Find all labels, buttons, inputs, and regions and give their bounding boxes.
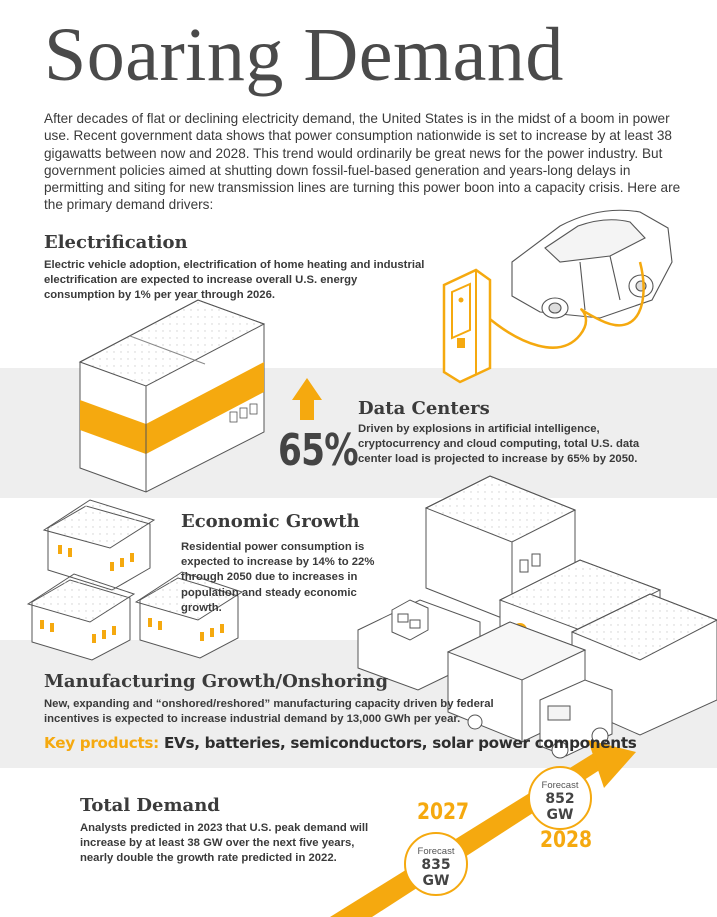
electric-car-icon <box>511 209 673 319</box>
data-center-building-icon <box>78 299 266 493</box>
forecast-2027-badge: Forecast 835 GW <box>404 832 468 896</box>
truck-icon <box>446 621 613 759</box>
economic-growth-text: Residential power consumption is expecte… <box>181 541 375 614</box>
key-products-label: Key products: <box>44 734 159 752</box>
intro-paragraph: After decades of flat or declining elect… <box>44 111 681 213</box>
manufacturing-text: New, expanding and “onshored/reshored” m… <box>44 698 494 726</box>
year-2028-label: 2028 <box>540 828 593 853</box>
forecast-2028-badge: Forecast 852 GW <box>528 766 592 830</box>
electrification-heading: Electrification <box>44 232 188 253</box>
electrification-text: Electric vehicle adoption, electrificati… <box>44 259 425 302</box>
forecast-2027-value: 835 GW <box>421 857 451 889</box>
economic-growth-heading: Economic Growth <box>181 511 360 532</box>
houses-icon <box>26 499 244 661</box>
key-products: Key products: EVs, batteries, semiconduc… <box>44 734 637 752</box>
key-products-list: EVs, batteries, semiconductors, solar po… <box>163 734 637 752</box>
charging-cable <box>484 261 645 349</box>
manufacturing-heading: Manufacturing Growth/Onshoring <box>44 671 389 692</box>
total-demand-heading: Total Demand <box>80 795 220 816</box>
data-centers-text: Driven by explosions in artificial intel… <box>358 423 640 466</box>
data-centers-heading: Data Centers <box>358 398 490 419</box>
data-centers-stat: 65% <box>278 425 359 476</box>
total-demand-text: Analysts predicted in 2023 that U.S. pea… <box>80 822 369 865</box>
charging-station-icon <box>442 268 492 384</box>
year-2027-label: 2027 <box>417 800 470 825</box>
up-arrow-icon <box>292 378 322 420</box>
forecast-2028-caption: Forecast <box>541 780 579 791</box>
forecast-2028-value: 852 GW <box>545 791 575 823</box>
forecast-2027-caption: Forecast <box>417 846 455 857</box>
page-title: Soaring Demand <box>44 13 564 97</box>
